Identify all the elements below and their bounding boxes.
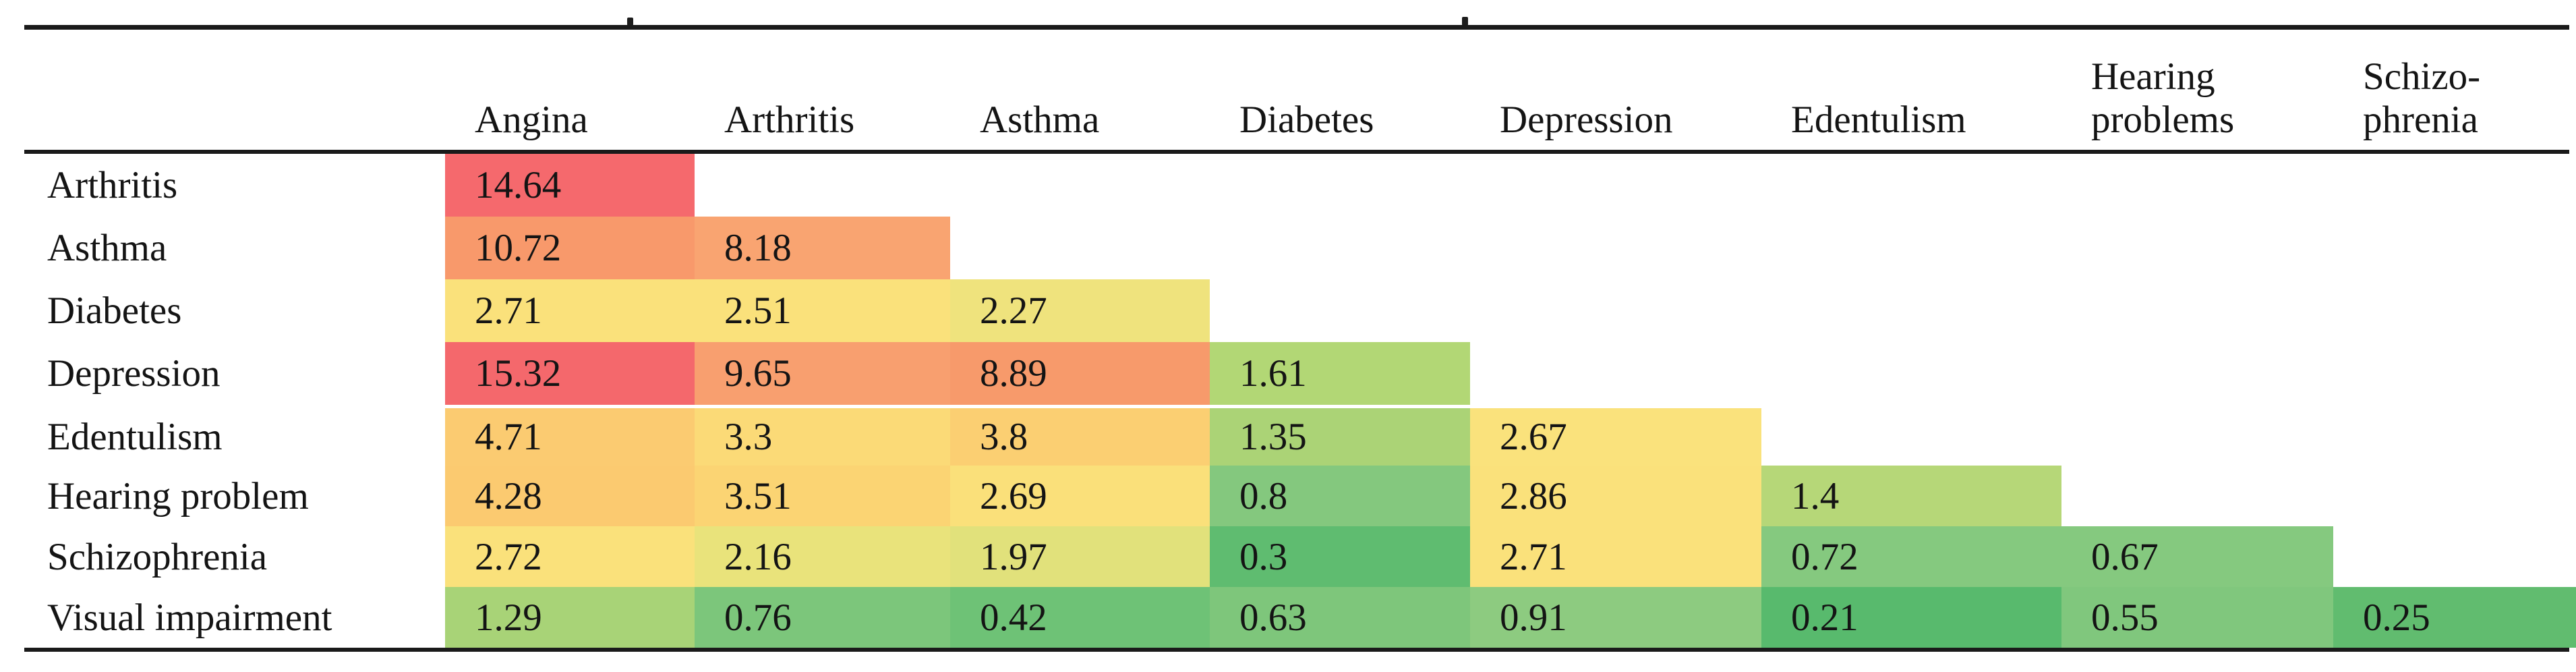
heatmap-cell-arthritis-angina: 14.64 [445, 154, 695, 217]
empty-cell [2333, 342, 2576, 405]
heatmap-cell-depression-asthma: 8.89 [950, 342, 1210, 405]
heatmap-cell-diabetes-arthritis: 2.51 [695, 279, 950, 342]
empty-cell [2061, 466, 2333, 526]
heatmap-cell-depression-diabetes: 1.61 [1210, 342, 1470, 405]
empty-cell [1761, 279, 2061, 342]
heatmap-cell-hearing-problem-asthma: 2.69 [950, 466, 1210, 526]
column-header-schizophrenia: Schizo- phrenia [2363, 55, 2481, 142]
empty-cell [2061, 342, 2333, 405]
row-label-edentulism: Edentulism [0, 405, 445, 466]
table-bottom-rule [24, 648, 2569, 652]
heatmap-cell-hearing-problem-depression: 2.86 [1470, 466, 1761, 526]
heatmap-cell-schizophrenia-depression: 2.71 [1470, 526, 1761, 587]
heatmap-cell-schizophrenia-angina: 2.72 [445, 526, 695, 587]
column-header-angina: Angina [475, 99, 588, 142]
empty-cell [1761, 154, 2061, 217]
heatmap-cell-edentulism-asthma: 3.8 [950, 405, 1210, 466]
empty-cell [695, 154, 950, 217]
heatmap-cell-visual-impairment-arthritis: 0.76 [695, 587, 950, 648]
heatmap-cell-hearing-problem-diabetes: 0.8 [1210, 466, 1470, 526]
empty-cell [2061, 154, 2333, 217]
empty-cell [2333, 526, 2576, 587]
heatmap-cell-visual-impairment-diabetes: 0.63 [1210, 587, 1470, 648]
heatmap-cell-edentulism-arthritis: 3.3 [695, 405, 950, 466]
heatmap-cell-schizophrenia-edentulism: 0.72 [1761, 526, 2061, 587]
heatmap-cell-edentulism-angina: 4.71 [445, 405, 695, 466]
column-header-arthritis: Arthritis [724, 99, 855, 142]
empty-cell [1470, 217, 1761, 279]
heatmap-cell-visual-impairment-edentulism: 0.21 [1761, 587, 2061, 648]
empty-cell [2333, 466, 2576, 526]
empty-cell [1210, 217, 1470, 279]
row-label-arthritis: Arthritis [47, 164, 178, 206]
column-header-diabetes: Diabetes [1239, 99, 1374, 142]
heatmap-cell-depression-angina: 15.32 [445, 342, 695, 405]
heatmap-cell-visual-impairment-depression: 0.91 [1470, 587, 1761, 648]
heatmap-cell-edentulism-diabetes: 1.35 [1210, 405, 1470, 466]
row-label-asthma: Asthma [47, 227, 167, 269]
table-header-rule [24, 150, 2569, 154]
row-label-hearing-problem: Hearing problem [47, 474, 309, 517]
cropped-text-artifact-right [1462, 17, 1468, 26]
heatmap-cell-schizophrenia-hearing-problems: 0.67 [2061, 526, 2333, 587]
empty-cell [1470, 154, 1761, 217]
empty-cell [1210, 279, 1470, 342]
row-label-schizophrenia: Schizophrenia [47, 535, 268, 578]
column-header-edentulism: Edentulism [1791, 99, 1966, 142]
heatmap-cell-asthma-angina: 10.72 [445, 217, 695, 279]
empty-cell [1470, 342, 1761, 405]
heatmap-cell-visual-impairment-schizophrenia: 0.25 [2333, 587, 2576, 648]
heatmap-cell-visual-impairment-hearing-problems: 0.55 [2061, 587, 2333, 648]
empty-cell [2061, 405, 2333, 466]
empty-cell [2061, 279, 2333, 342]
column-header-asthma: Asthma [980, 99, 1100, 142]
heatmap-cell-schizophrenia-arthritis: 2.16 [695, 526, 950, 587]
empty-cell [1470, 279, 1761, 342]
row-label-depression: Depression [47, 352, 221, 395]
empty-cell [1761, 342, 2061, 405]
empty-cell [1210, 154, 1470, 217]
heatmap-cell-hearing-problem-angina: 4.28 [445, 466, 695, 526]
header-spacer [0, 30, 445, 150]
heatmap-cell-visual-impairment-asthma: 0.42 [950, 587, 1210, 648]
empty-cell [2061, 217, 2333, 279]
empty-cell [950, 217, 1210, 279]
heatmap-cell-depression-arthritis: 9.65 [695, 342, 950, 405]
column-header-hearing-problems: Hearing problems [2091, 55, 2235, 142]
heatmap-cell-hearing-problem-arthritis: 3.51 [695, 466, 950, 526]
heatmap-cell-schizophrenia-asthma: 1.97 [950, 526, 1210, 587]
heatmap-cell-diabetes-asthma: 2.27 [950, 279, 1210, 342]
empty-cell [2333, 217, 2576, 279]
column-header-depression: Depression [1500, 99, 1673, 142]
row-label-visual-impairment: Visual impairment [47, 596, 332, 639]
heatmap-cell-hearing-problem-edentulism: 1.4 [1761, 466, 2061, 526]
heatmap-cell-schizophrenia-diabetes: 0.3 [1210, 526, 1470, 587]
heatmap-cell-edentulism-depression: 2.67 [1470, 405, 1761, 466]
heatmap-cell-asthma-arthritis: 8.18 [695, 217, 950, 279]
heatmap-table: Angina Arthritis Asthma Diabetes Depression E… [0, 25, 2576, 652]
table-top-rule [24, 25, 2569, 30]
empty-cell [2333, 279, 2576, 342]
empty-cell [2333, 405, 2576, 466]
empty-cell [1761, 405, 2061, 466]
cropped-text-artifact-left [627, 18, 633, 26]
row-label-diabetes: Diabetes [47, 289, 182, 332]
heatmap-cell-diabetes-angina: 2.71 [445, 279, 695, 342]
empty-cell [1761, 217, 2061, 279]
empty-cell [2333, 154, 2576, 217]
empty-cell [950, 154, 1210, 217]
heatmap-cell-visual-impairment-angina: 1.29 [445, 587, 695, 648]
